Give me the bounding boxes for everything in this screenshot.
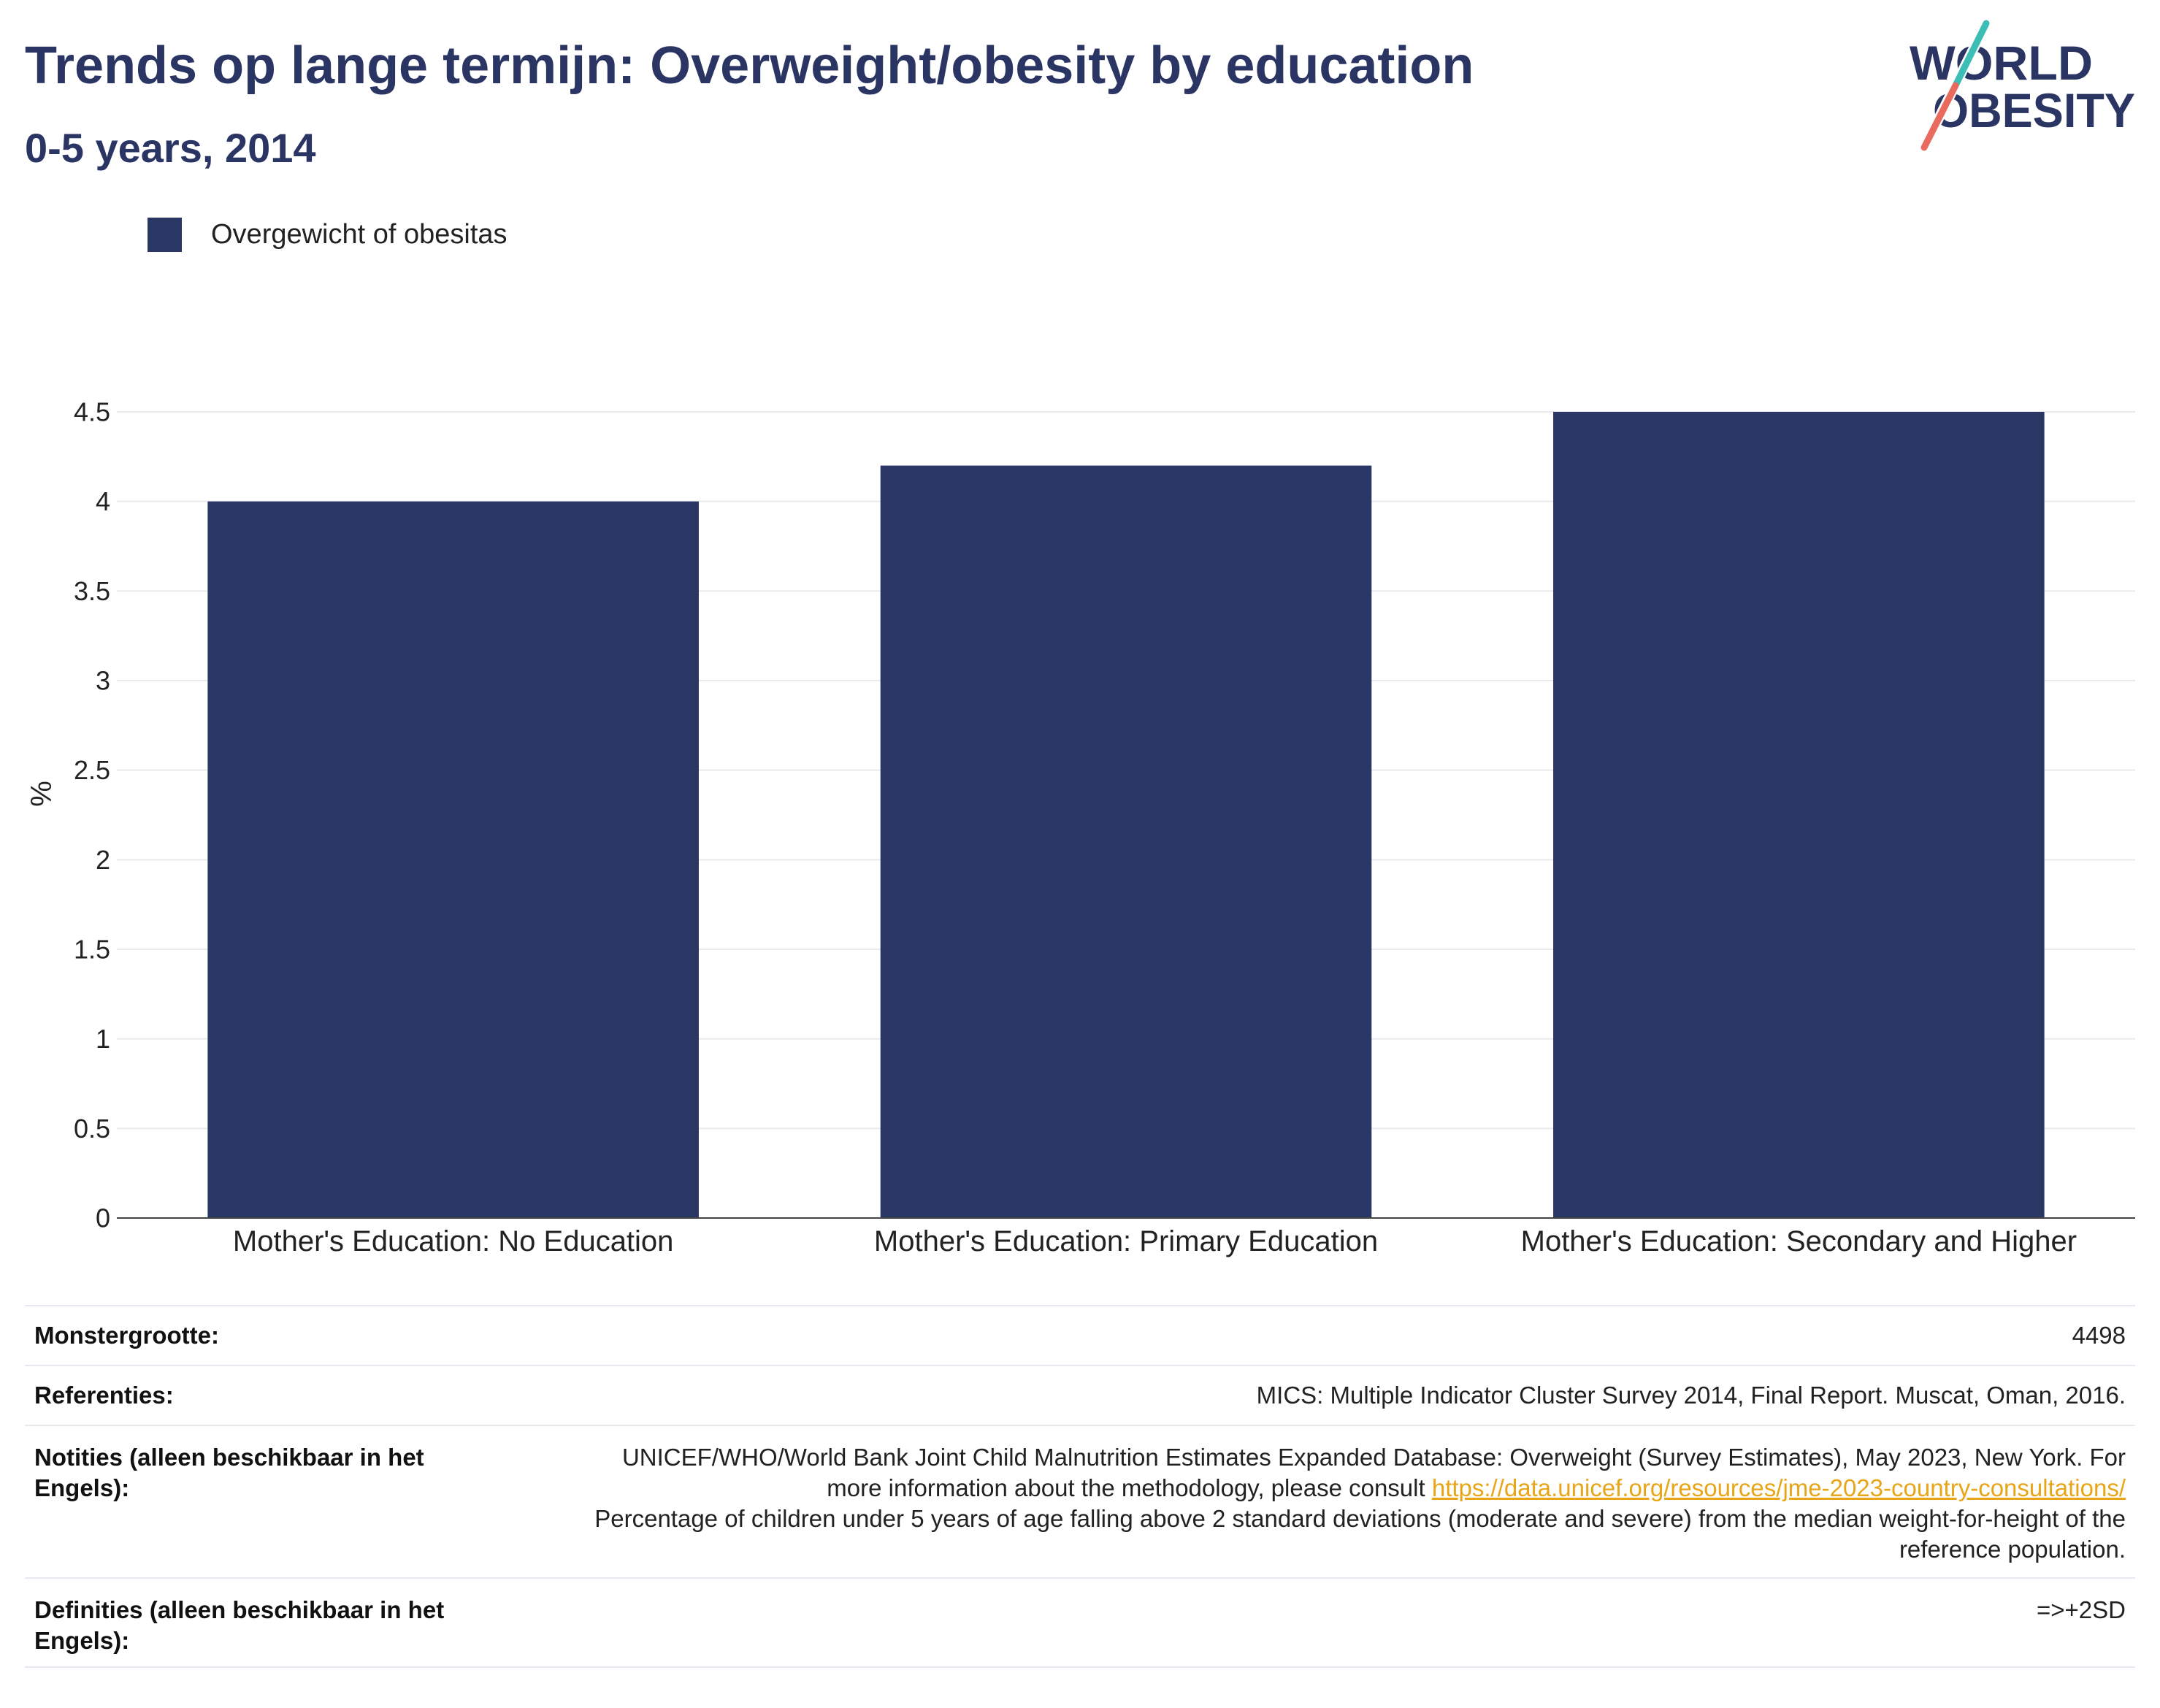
- sample-size-value: 4498: [2072, 1322, 2126, 1349]
- definitions-value: =>+2SD: [2036, 1596, 2126, 1623]
- notes-row: Notities (alleen beschikbaar in het Enge…: [25, 1425, 2135, 1577]
- bar-chart: 0 0.5 1 1.5 2 2.5 3 3.5 4 4.5 Mother's Education: …: [26, 397, 2135, 1257]
- references-value: MICS: Multiple Indicator Cluster Survey …: [1256, 1382, 2126, 1409]
- y-tick-label: 4.5: [74, 397, 110, 427]
- chart-subtitle: 0-5 years, 2014: [25, 125, 316, 171]
- info-table: Monstergrootte: 4498 Referenties: MICS: …: [25, 1305, 2135, 1668]
- y-tick-label: 3: [96, 666, 110, 696]
- methodology-link[interactable]: https://data.unicef.org/resources/jme-20…: [1431, 1474, 2126, 1501]
- x-tick-label: Mother's Education: Secondary and Higher: [1521, 1225, 2077, 1257]
- y-tick-label: 2.5: [74, 755, 110, 785]
- definitions-label: Definities (alleen beschikbaar in het En…: [34, 1596, 445, 1654]
- y-tick-label: 1.5: [74, 935, 110, 965]
- chart-title: Trends op lange termijn: Overweight/obes…: [25, 37, 1474, 95]
- legend: Overgewicht of obesitas: [148, 218, 508, 252]
- y-tick-label: 2: [96, 845, 110, 875]
- y-tick-label: 3.5: [74, 576, 110, 606]
- world-obesity-logo: WORLD OBESITY: [1910, 20, 2135, 151]
- logo-word-world: WORLD: [1910, 36, 2093, 90]
- legend-label: Overgewicht of obesitas: [211, 219, 508, 250]
- legend-swatch: [148, 218, 182, 252]
- notes-text: UNICEF/WHO/World Bank Joint Child Malnut…: [585, 1442, 2126, 1565]
- y-tick-label: 1: [96, 1024, 110, 1054]
- notes-value: UNICEF/WHO/World Bank Joint Child Malnut…: [472, 1442, 2126, 1565]
- references-label: Referenties:: [34, 1382, 174, 1409]
- y-tick-label: 0.5: [74, 1114, 110, 1144]
- sample-size-row: Monstergrootte: 4498: [25, 1305, 2135, 1365]
- references-row: Referenties: MICS: Multiple Indicator Cl…: [25, 1365, 2135, 1425]
- legend-item[interactable]: Overgewicht of obesitas: [148, 218, 508, 252]
- definitions-row: Definities (alleen beschikbaar in het En…: [25, 1577, 2135, 1668]
- notes-label: Notities (alleen beschikbaar in het Enge…: [34, 1444, 424, 1501]
- y-tick-label: 0: [96, 1203, 110, 1233]
- x-tick-label: Mother's Education: Primary Education: [874, 1225, 1378, 1257]
- logo-word-obesity: OBESITY: [1933, 83, 2135, 137]
- x-tick-label: Mother's Education: No Education: [233, 1225, 674, 1257]
- notes-source-paragraph: UNICEF/WHO/World Bank Joint Child Malnut…: [585, 1442, 2126, 1504]
- y-tick-label: 4: [96, 486, 110, 516]
- sample-size-label: Monstergrootte:: [34, 1322, 219, 1349]
- notes-source-text: UNICEF/WHO/World Bank Joint Child Malnut…: [621, 1444, 2126, 1501]
- y-axis-title: %: [26, 781, 58, 807]
- bar-1: [207, 501, 699, 1218]
- bar-2: [880, 465, 1372, 1218]
- logo-slash-coral-icon: [1920, 82, 1959, 151]
- notes-definition-paragraph: Percentage of children under 5 years of …: [594, 1505, 2126, 1563]
- logo-slash-teal-icon: [1952, 20, 1990, 89]
- bar-3: [1553, 412, 2045, 1218]
